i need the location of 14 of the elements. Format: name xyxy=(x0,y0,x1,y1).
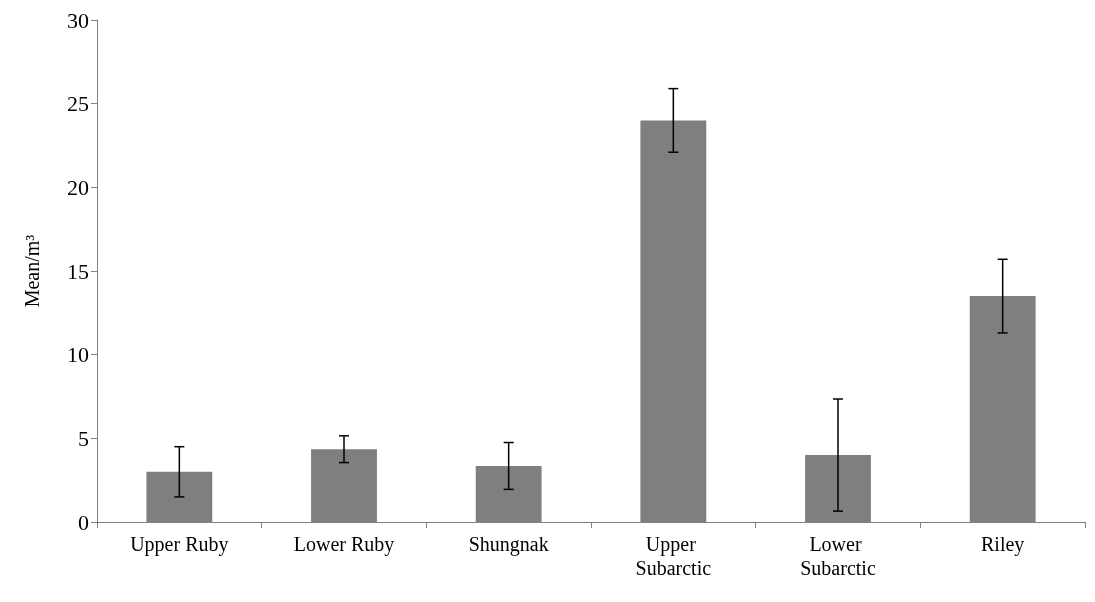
y-tick-label: 30 xyxy=(67,7,89,33)
x-tick-label: Shungnak xyxy=(468,533,549,556)
x-tick-label: Upper Subarctic xyxy=(635,533,712,579)
y-tick-label: 10 xyxy=(67,342,89,368)
y-tick-label: 5 xyxy=(78,425,89,451)
y-axis-title: Mean/m³ xyxy=(21,234,43,308)
x-tick-label: Lower Ruby xyxy=(293,533,395,556)
x-tick-label: Upper Ruby xyxy=(130,533,229,556)
y-tick-label: 20 xyxy=(67,174,89,200)
y-tick-label: 25 xyxy=(67,91,89,117)
y-tick-label: 0 xyxy=(78,509,89,535)
y-tick-label: 15 xyxy=(67,258,89,284)
x-tick-label: Lower Subarctic xyxy=(800,533,876,579)
x-tick-label: Riley xyxy=(980,533,1025,556)
